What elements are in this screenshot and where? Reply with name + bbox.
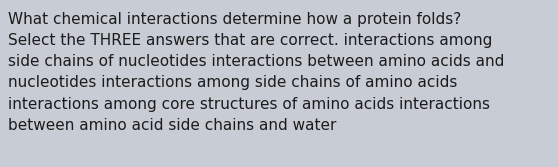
Text: What chemical interactions determine how a protein folds?
Select the THREE answe: What chemical interactions determine how…: [8, 12, 504, 133]
